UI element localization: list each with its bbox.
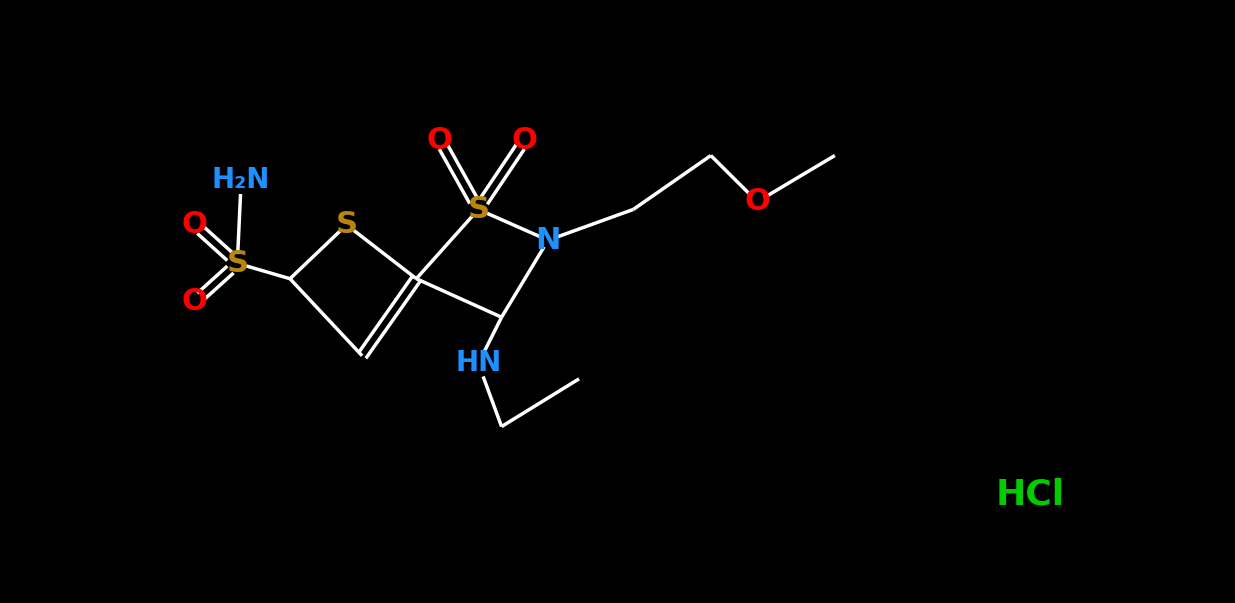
- Text: HN: HN: [456, 349, 501, 377]
- Text: HCl: HCl: [995, 478, 1065, 511]
- Text: O: O: [182, 287, 207, 317]
- Text: O: O: [182, 210, 207, 239]
- Text: S: S: [336, 210, 358, 239]
- Text: O: O: [426, 125, 452, 154]
- Text: O: O: [511, 125, 537, 154]
- Text: O: O: [745, 187, 771, 216]
- Text: S: S: [226, 249, 248, 278]
- Text: N: N: [536, 226, 561, 254]
- Text: H₂N: H₂N: [212, 166, 270, 194]
- Text: S: S: [467, 195, 489, 224]
